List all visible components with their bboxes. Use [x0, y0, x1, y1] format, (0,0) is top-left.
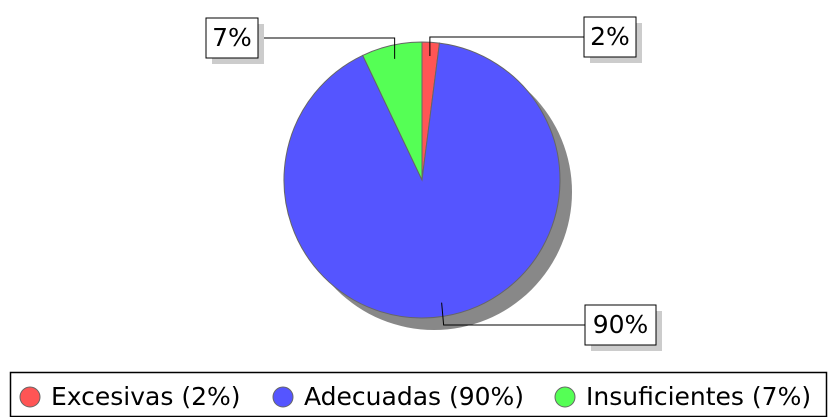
legend-label: Excesivas (2%) — [51, 382, 241, 411]
label-box — [205, 17, 259, 59]
legend-label: Insuficientes (7%) — [586, 382, 811, 411]
legend-box — [9, 371, 828, 417]
leader-line — [258, 37, 396, 59]
data-label: 2% — [590, 22, 630, 51]
leader-line — [441, 302, 585, 326]
legend-label: Adecuadas (90%) — [304, 382, 524, 411]
data-label: 90% — [593, 310, 649, 339]
legend-swatch — [272, 386, 294, 408]
label-box — [584, 304, 657, 346]
leader-line — [429, 36, 584, 57]
pie-slice — [362, 41, 423, 181]
legend-swatch — [19, 386, 41, 408]
pie-slice — [283, 42, 561, 319]
data-label: 7% — [212, 23, 252, 52]
legend-swatch — [554, 386, 576, 408]
label-box — [583, 16, 637, 58]
